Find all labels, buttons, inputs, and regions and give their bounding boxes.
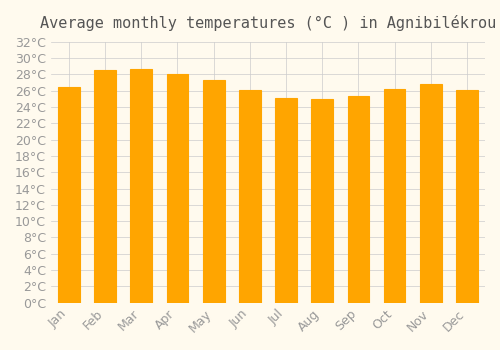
Bar [94,70,116,303]
Bar [58,87,80,303]
Bar [203,80,224,303]
Bar [130,69,152,303]
Title: Average monthly temperatures (°C ) in Agnibilékrou: Average monthly temperatures (°C ) in Ag… [40,15,496,31]
Bar [348,97,369,303]
Bar [275,98,297,303]
Bar [420,84,442,303]
Bar [456,90,478,303]
Bar [384,89,406,303]
Bar [239,90,260,303]
Bar [312,99,333,303]
Bar [166,75,188,303]
